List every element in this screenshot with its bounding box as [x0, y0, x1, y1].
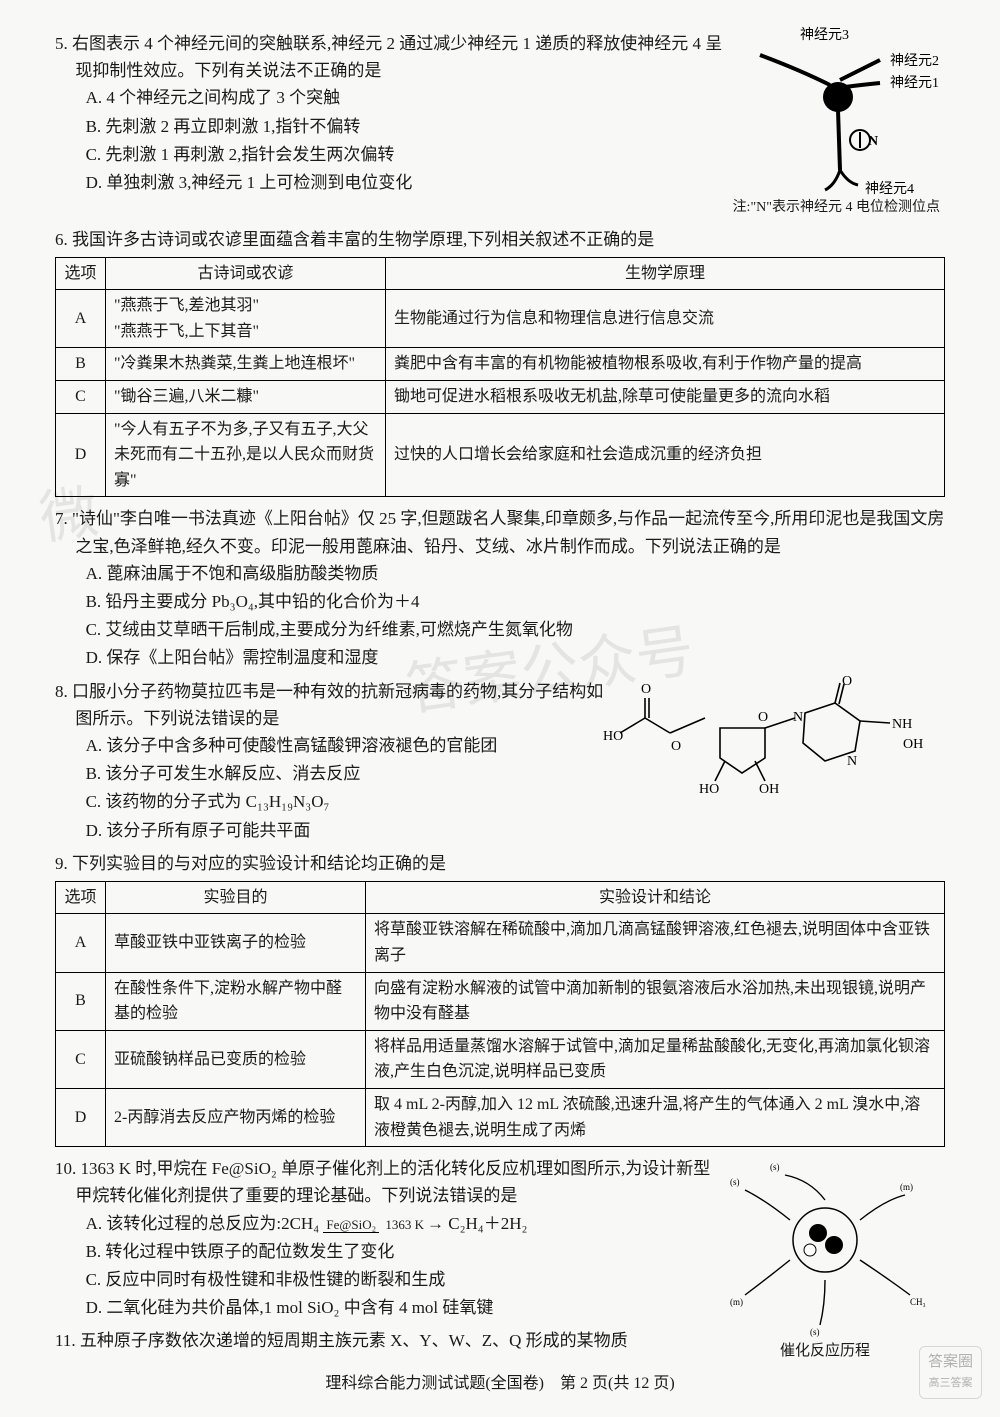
table-header-row: 选项 古诗词或农谚 生物学原理	[56, 257, 945, 290]
q9-c-label: C	[56, 1030, 106, 1088]
question-6: 6. 我国许多古诗词或农谚里面蕴含着丰富的生物学原理,下列相关叙述不正确的是 选…	[55, 226, 945, 498]
q7-opt-c: C. 艾绒由艾草晒干后制成,主要成分为纤维素,可燃烧产生氮氧化物	[86, 616, 945, 643]
svg-text:OH: OH	[903, 737, 923, 752]
q9-b-label: B	[56, 972, 106, 1030]
question-10: (s)(m) CH₃(s) (m)(s) 催化反应历程 10. 1363 K 时…	[55, 1155, 945, 1321]
q7-opt-a: A. 蓖麻油属于不饱和高级脂肪酸类物质	[86, 560, 945, 587]
q5-label-n4: 神经元4	[865, 181, 914, 197]
q9-d-label: D	[56, 1089, 106, 1147]
table-header-row: 选项 实验目的 实验设计和结论	[56, 881, 945, 914]
question-5: 神经元3 神经元2 神经元1 神经元4 N 5. 右图表示 4 个神经元间的突触…	[55, 30, 945, 220]
q9-h2: 实验设计和结论	[366, 881, 945, 914]
svg-text:NH: NH	[892, 717, 912, 732]
q10-opt-a: A. 该转化过程的总反应为:2CH₄ Fe@SiO₂ 1363 K → C₂H₄…	[86, 1210, 715, 1237]
table-row: C "锄谷三遍,八米二糠" 锄地可促进水稻根系吸收无机盐,除草可使能量更多的流向…	[56, 381, 945, 414]
table-row: C 亚硫酸钠样品已变质的检验 将样品用适量蒸馏水溶解于试管中,滴加足量稀盐酸酸化…	[56, 1030, 945, 1088]
q6-c-c1: "锄谷三遍,八米二糠"	[106, 381, 386, 414]
q9-a-c1: 草酸亚铁中亚铁离子的检验	[106, 914, 366, 972]
svg-text:CH₃: CH₃	[910, 1297, 926, 1307]
q6-b-label: B	[56, 348, 106, 381]
svg-text:HO: HO	[603, 729, 623, 744]
page-footer: 理科综合能力测试试题(全国卷) 第 2 页(共 12 页)	[0, 1371, 1000, 1397]
q8-opt-d: D. 该分子所有原子可能共平面	[86, 817, 945, 844]
q10-opt-d: D. 二氧化硅为共价晶体,1 mol SiO₂ 中含有 4 mol 硅氧键	[86, 1294, 715, 1321]
q5-label-n1: 神经元1	[890, 75, 939, 91]
q6-b-c1: "冷粪果木热粪菜,生粪上地连根坏"	[106, 348, 386, 381]
q6-stem: 6. 我国许多古诗词或农谚里面蕴含着丰富的生物学原理,下列相关叙述不正确的是	[55, 226, 945, 253]
q7-stem: 7. "诗仙"李白唯一书法真迹《上阳台帖》仅 25 字,但题跋名人聚集,印章颇多…	[55, 505, 945, 559]
svg-text:N: N	[847, 754, 857, 769]
q6-a-c2: 生物能通过行为信息和物理信息进行信息交流	[386, 290, 945, 348]
svg-text:(m): (m)	[900, 1182, 913, 1192]
q5-label-n2: 神经元2	[890, 53, 939, 69]
question-7: 7. "诗仙"李白唯一书法真迹《上阳台帖》仅 25 字,但题跋名人聚集,印章颇多…	[55, 505, 945, 671]
q6-c-label: C	[56, 381, 106, 414]
q6-a-label: A	[56, 290, 106, 348]
svg-text:N: N	[793, 710, 803, 725]
q9-stem: 9. 下列实验目的与对应的实验设计和结论均正确的是	[55, 850, 945, 877]
q6-b-c2: 粪肥中含有丰富的有机物能被植物根系吸收,有利于作物产量的提高	[386, 348, 945, 381]
q9-b-c2: 向盛有淀粉水解液的试管中滴加新制的银氨溶液后水浴加热,未出现银镜,说明产物中没有…	[366, 972, 945, 1030]
q9-table: 选项 实验目的 实验设计和结论 A 草酸亚铁中亚铁离子的检验 将草酸亚铁溶解在稀…	[55, 881, 945, 1147]
table-row: A 草酸亚铁中亚铁离子的检验 将草酸亚铁溶解在稀硫酸中,滴加几滴高锰酸钾溶液,红…	[56, 914, 945, 972]
q10-diagram: (s) (m) CH₃ (s) (m) (s) 催化反应历程	[710, 1155, 940, 1363]
svg-text:HO: HO	[699, 782, 719, 797]
svg-text:(s): (s)	[810, 1327, 820, 1337]
q7-opt-b: B. 铅丹主要成分 Pb₃O₄,其中铅的化合价为＋4	[86, 588, 945, 615]
svg-text:O: O	[842, 674, 852, 689]
q5-diagram: 神经元3 神经元2 神经元1 神经元4 N	[740, 25, 960, 208]
svg-text:O: O	[671, 739, 681, 754]
q7-opt-d: D. 保存《上阳台帖》需控制温度和湿度	[86, 644, 945, 671]
q9-d-c1: 2-丙醇消去反应产物丙烯的检验	[106, 1089, 366, 1147]
q6-d-c2: 过快的人口增长会给家庭和社会造成沉重的经济负担	[386, 413, 945, 497]
q10-a-bot: 1363 K	[382, 1217, 427, 1232]
table-row: D 2-丙醇消去反应产物丙烯的检验 取 4 mL 2-丙醇,加入 12 mL 浓…	[56, 1089, 945, 1147]
q6-table: 选项 古诗词或农谚 生物学原理 A "燕燕于飞,差池其羽" "燕燕于飞,上下其音…	[55, 257, 945, 498]
svg-text:OH: OH	[759, 782, 779, 797]
q10-a-post: C₂H₄＋2H₂	[448, 1214, 527, 1233]
q6-h0: 选项	[56, 257, 106, 290]
q9-d-c2: 取 4 mL 2-丙醇,加入 12 mL 浓硫酸,迅速升温,将产生的气体通入 2…	[366, 1089, 945, 1147]
q6-a-c1: "燕燕于飞,差池其羽" "燕燕于飞,上下其音"	[106, 290, 386, 348]
q9-a-label: A	[56, 914, 106, 972]
q9-c-c1: 亚硫酸钠样品已变质的检验	[106, 1030, 366, 1088]
q10-a-pre: A. 该转化过程的总反应为:2CH₄	[86, 1214, 324, 1233]
q10-a-top: Fe@SiO₂	[323, 1217, 379, 1233]
svg-text:(m): (m)	[730, 1297, 743, 1307]
question-8: HO O O O N O N NH OH HO OH 8. 口服小分子药物莫拉匹…	[55, 678, 945, 844]
q9-h1: 实验目的	[106, 881, 366, 914]
table-row: B 在酸性条件下,淀粉水解产物中醛基的检验 向盛有淀粉水解液的试管中滴加新制的银…	[56, 972, 945, 1030]
q10-opt-c: C. 反应中同时有极性键和非极性键的断裂和生成	[86, 1266, 715, 1293]
q6-h1: 古诗词或农谚	[106, 257, 386, 290]
q8-molecule-diagram: HO O O O N O N NH OH HO OH	[595, 673, 935, 811]
q10-a-arrow: Fe@SiO₂ 1363 K	[323, 1218, 427, 1231]
q6-c-c2: 锄地可促进水稻根系吸收无机盐,除草可使能量更多的流向水稻	[386, 381, 945, 414]
question-9: 9. 下列实验目的与对应的实验设计和结论均正确的是 选项 实验目的 实验设计和结…	[55, 850, 945, 1148]
svg-text:(s): (s)	[770, 1162, 780, 1172]
svg-text:O: O	[641, 682, 651, 697]
table-row: B "冷粪果木热粪菜,生粪上地连根坏" 粪肥中含有丰富的有机物能被植物根系吸收,…	[56, 348, 945, 381]
q9-a-c2: 将草酸亚铁溶解在稀硫酸中,滴加几滴高锰酸钾溶液,红色褪去,说明固体中含亚铁离子	[366, 914, 945, 972]
svg-text:O: O	[758, 710, 768, 725]
table-row: D "今人有五子不为多,子又有五子,大父未死而有二十五孙,是以人民众而财货寡" …	[56, 413, 945, 497]
q10-opt-b: B. 转化过程中铁原子的配位数发生了变化	[86, 1238, 715, 1265]
table-row: A "燕燕于飞,差池其羽" "燕燕于飞,上下其音" 生物能通过行为信息和物理信息…	[56, 290, 945, 348]
q5-label-N: N	[868, 134, 878, 149]
q6-d-c1: "今人有五子不为多,子又有五子,大父未死而有二十五孙,是以人民众而财货寡"	[106, 413, 386, 497]
q9-h0: 选项	[56, 881, 106, 914]
q6-d-label: D	[56, 413, 106, 497]
q9-c-c2: 将样品用适量蒸馏水溶解于试管中,滴加足量稀盐酸酸化,无变化,再滴加氯化钡溶液,产…	[366, 1030, 945, 1088]
svg-text:(s): (s)	[730, 1177, 740, 1187]
q5-label-n3: 神经元3	[800, 27, 849, 43]
q10-caption: 催化反应历程	[710, 1339, 940, 1363]
q9-b-c1: 在酸性条件下,淀粉水解产物中醛基的检验	[106, 972, 366, 1030]
q7-options: A. 蓖麻油属于不饱和高级脂肪酸类物质 B. 铅丹主要成分 Pb₃O₄,其中铅的…	[55, 560, 945, 672]
q6-h2: 生物学原理	[386, 257, 945, 290]
